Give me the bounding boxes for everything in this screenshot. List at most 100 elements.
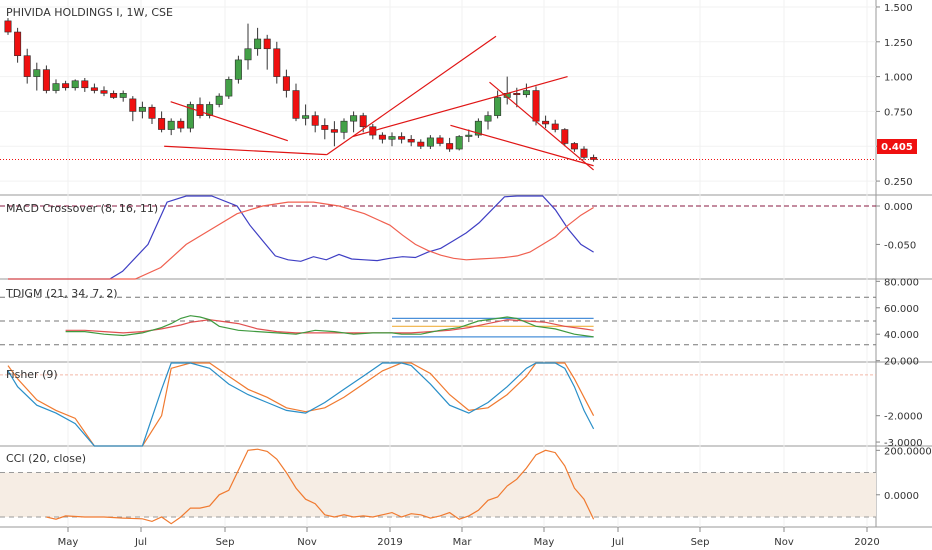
- candle: [23, 55, 31, 77]
- macd-tick-label: -0.050: [884, 240, 916, 251]
- price-tick-label: 1.250: [884, 38, 913, 49]
- tdigm-tick-label: 40.000: [884, 330, 919, 341]
- candle: [455, 136, 463, 150]
- chart-title: PHIVIDA HOLDINGS I, 1W, CSE: [6, 6, 173, 19]
- x-tick-label: Nov: [774, 537, 794, 548]
- candle: [407, 138, 415, 143]
- candle: [167, 120, 175, 130]
- candle: [302, 115, 310, 119]
- candle: [378, 134, 386, 140]
- cci-tick-label: 200.0000: [884, 446, 932, 457]
- price-tick-label: 1.500: [884, 3, 913, 14]
- grid: [0, 0, 932, 528]
- candle: [177, 120, 185, 129]
- x-tick-label: May: [534, 537, 555, 548]
- candle: [129, 98, 137, 112]
- fisher-trigger-line: [7, 362, 595, 447]
- candle: [532, 90, 540, 122]
- x-tick-label: Mar: [453, 537, 473, 548]
- macd-line: [8, 195, 594, 280]
- candle: [138, 106, 146, 112]
- candle: [474, 120, 482, 136]
- candle: [590, 157, 598, 160]
- candle: [522, 90, 530, 96]
- candle: [158, 118, 166, 130]
- candle: [426, 137, 434, 147]
- candle: [542, 120, 550, 125]
- cci-label: CCI (20, close): [6, 452, 86, 465]
- price-tick-label: 0.750: [884, 107, 913, 118]
- candle: [119, 93, 127, 98]
- fisher-tick-label: -3.0000: [884, 438, 923, 449]
- macd-label: MACD Crossover (8, 16, 11): [6, 202, 158, 215]
- panes: [0, 18, 876, 525]
- candle: [215, 95, 223, 105]
- candle: [52, 83, 60, 91]
- candle: [254, 38, 262, 50]
- candle: [340, 120, 348, 133]
- candle: [33, 69, 41, 77]
- candle: [465, 134, 473, 137]
- trendline: [164, 145, 327, 156]
- current-price-label: 0.405: [881, 142, 913, 153]
- x-tick-label: Jul: [611, 537, 624, 548]
- candle: [196, 104, 204, 116]
- cci-tick-label: 0.0000: [884, 491, 919, 502]
- macd-tick-label: 0.000: [884, 202, 913, 213]
- x-tick-label: May: [58, 537, 79, 548]
- candle: [100, 90, 108, 94]
- time-axis[interactable]: May Jul Sep Nov 2019 Mar May Jul Sep Nov 2020: [58, 527, 880, 548]
- candle: [446, 143, 454, 150]
- x-tick-label: 2020: [854, 537, 879, 548]
- candle: [244, 48, 252, 61]
- cci-line: [46, 448, 595, 525]
- candle: [513, 93, 521, 96]
- trendline: [352, 76, 568, 138]
- candle: [90, 87, 98, 91]
- candle: [436, 137, 444, 144]
- x-tick-label: Nov: [297, 537, 317, 548]
- trendline: [326, 35, 497, 156]
- candle: [330, 129, 338, 133]
- candle: [71, 80, 79, 89]
- candle: [359, 115, 367, 128]
- x-tick-label: Sep: [691, 537, 710, 548]
- tdigm-tick-label: 60.000: [884, 304, 919, 315]
- candle: [81, 80, 89, 89]
- candle: [350, 115, 358, 122]
- candle: [225, 79, 233, 97]
- candle: [234, 59, 242, 80]
- candle: [282, 76, 290, 91]
- candle: [388, 136, 396, 140]
- candle: [263, 38, 271, 50]
- x-tick-label: 2019: [377, 537, 402, 548]
- candle: [110, 93, 118, 98]
- tdigm-label: TDIGM (21, 34, 7, 2): [5, 287, 118, 300]
- candle: [417, 141, 425, 147]
- tdigm-signal-line: [65, 319, 594, 334]
- trendline: [170, 101, 288, 142]
- fisher-line: [7, 362, 595, 447]
- candle: [273, 48, 281, 77]
- tdigm-tick-label: 80.000: [884, 277, 919, 288]
- candle: [551, 123, 559, 130]
- tdigm-tick-label: 20.000: [884, 357, 919, 368]
- cci-band: [0, 472, 876, 517]
- price-tick-label: 0.250: [884, 177, 913, 188]
- candle: [484, 115, 492, 122]
- candle: [42, 69, 50, 91]
- candle: [186, 104, 194, 129]
- candle: [321, 125, 329, 130]
- candle: [570, 143, 578, 150]
- candle: [580, 148, 588, 158]
- candle: [4, 20, 12, 33]
- candle: [206, 104, 214, 116]
- price-tick-label: 1.000: [884, 73, 913, 84]
- price-axis[interactable]: 1.5001.2501.0000.7500.5000.2500.000-0.05…: [876, 3, 932, 502]
- candle: [494, 97, 502, 116]
- candle: [292, 90, 300, 119]
- trendline: [489, 81, 594, 171]
- fisher-label: Fisher (9): [6, 368, 58, 381]
- candle: [148, 106, 156, 119]
